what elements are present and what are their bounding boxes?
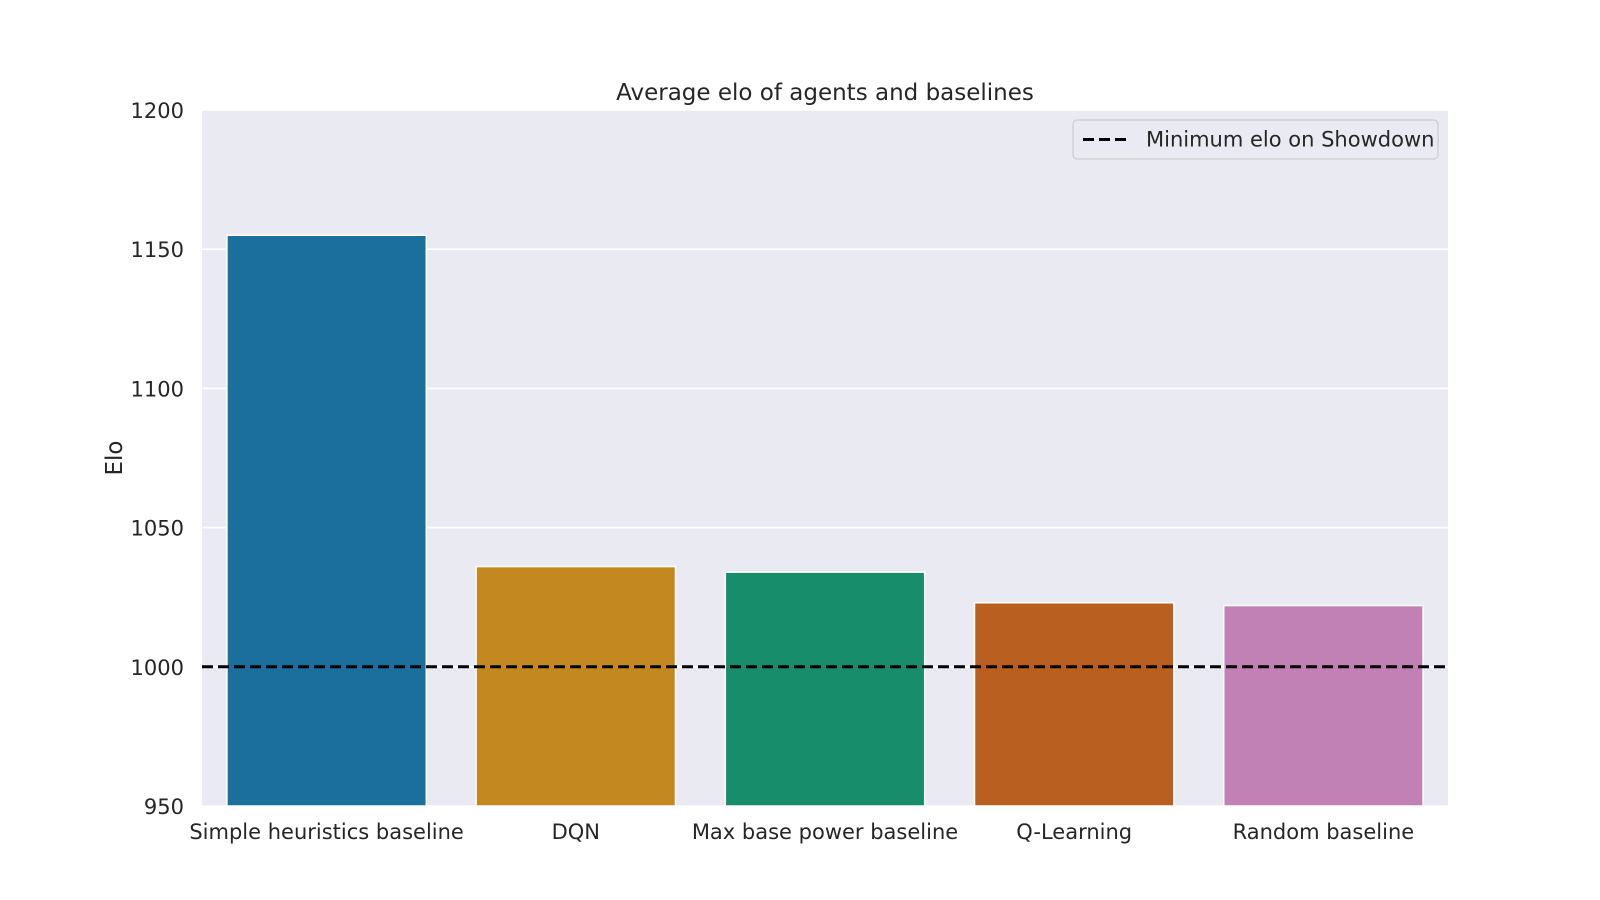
bar (973, 602, 1175, 807)
y-tick-label: 1100 (131, 377, 184, 401)
bar (724, 571, 926, 807)
bar (1222, 604, 1424, 807)
x-tick-label: Simple heuristics baseline (189, 820, 464, 844)
x-tick-label: Max base power baseline (692, 820, 958, 844)
legend: Minimum elo on Showdown (1072, 119, 1439, 160)
x-tick-label: Random baseline (1233, 820, 1415, 844)
y-tick-label: 1000 (131, 656, 184, 680)
bars (226, 234, 1424, 807)
y-tick-label: 950 (144, 795, 184, 819)
y-tick-label: 1150 (131, 238, 184, 262)
x-tick-label: Q-Learning (1016, 820, 1132, 844)
bar (226, 234, 428, 807)
bar (475, 565, 677, 807)
legend-box (1072, 119, 1439, 160)
legend-label: Minimum elo on Showdown (1146, 128, 1434, 152)
y-axis-label: Elo (102, 441, 128, 476)
x-tick-label: DQN (552, 820, 600, 844)
chart-title: Average elo of agents and baselines (616, 80, 1034, 106)
x-tick-labels: Simple heuristics baseline DQN Max base po… (189, 820, 1414, 844)
y-tick-label: 1200 (131, 99, 184, 123)
y-tick-label: 1050 (131, 517, 184, 541)
y-tick-labels: 950 1000 1050 1100 1150 1200 (131, 99, 184, 819)
